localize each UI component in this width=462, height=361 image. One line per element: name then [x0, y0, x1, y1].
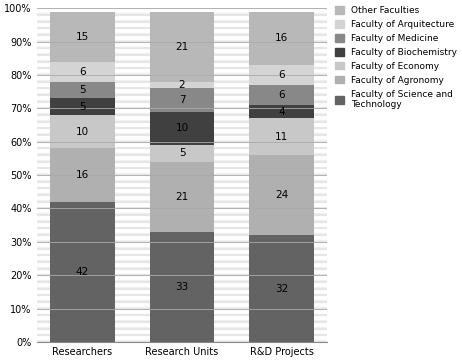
Bar — [36, 253, 328, 255]
Bar — [150, 232, 214, 342]
Bar — [36, 207, 328, 208]
Bar — [36, 280, 328, 282]
Bar — [50, 148, 115, 202]
Bar — [36, 140, 328, 142]
Bar — [150, 145, 214, 162]
Bar — [50, 62, 115, 82]
Bar — [50, 82, 115, 98]
Text: 15: 15 — [76, 31, 89, 42]
Bar — [50, 115, 115, 148]
Bar — [36, 240, 328, 242]
Bar — [36, 267, 328, 269]
Text: 6: 6 — [279, 90, 285, 100]
Bar — [36, 47, 328, 48]
Text: 6: 6 — [279, 70, 285, 80]
Bar — [36, 87, 328, 88]
Bar — [36, 26, 328, 28]
Bar — [36, 260, 328, 262]
Bar — [36, 40, 328, 42]
Bar — [36, 274, 328, 275]
Bar — [36, 153, 328, 155]
Bar — [36, 53, 328, 55]
Bar — [36, 66, 328, 68]
Text: 7: 7 — [179, 95, 185, 105]
Text: 10: 10 — [76, 127, 89, 137]
Bar — [249, 12, 314, 65]
Bar — [36, 234, 328, 235]
Bar — [36, 213, 328, 215]
Bar — [36, 106, 328, 108]
Bar — [36, 6, 328, 8]
Bar — [50, 202, 115, 342]
Bar — [36, 327, 328, 329]
Bar — [249, 155, 314, 235]
Bar — [50, 12, 115, 62]
Bar — [36, 287, 328, 288]
Text: 2: 2 — [179, 80, 185, 90]
Bar — [36, 320, 328, 322]
Text: 11: 11 — [275, 132, 288, 142]
Text: 5: 5 — [79, 102, 85, 112]
Bar — [150, 88, 214, 112]
Bar — [36, 173, 328, 175]
Text: 33: 33 — [176, 282, 188, 292]
Bar — [36, 220, 328, 222]
Bar — [36, 314, 328, 315]
Bar — [50, 98, 115, 115]
Bar — [36, 300, 328, 302]
Text: 4: 4 — [279, 106, 285, 117]
Text: 6: 6 — [79, 66, 85, 77]
Bar — [36, 13, 328, 15]
Bar — [249, 118, 314, 155]
Bar — [36, 147, 328, 148]
Bar — [36, 293, 328, 295]
Bar — [249, 85, 314, 105]
Bar — [36, 307, 328, 309]
Bar — [36, 247, 328, 248]
Bar — [150, 112, 214, 145]
Bar — [36, 334, 328, 335]
Bar — [36, 33, 328, 35]
Bar — [150, 82, 214, 88]
Text: 5: 5 — [79, 85, 85, 95]
Bar — [36, 60, 328, 62]
Bar — [36, 20, 328, 22]
Text: 16: 16 — [76, 170, 89, 180]
Bar — [150, 162, 214, 232]
Text: 5: 5 — [179, 148, 185, 158]
Text: 21: 21 — [176, 192, 188, 202]
Legend: Other Faculties, Faculty of Arquitecture, Faculty of Medicine, Faculty of Bioche: Other Faculties, Faculty of Arquitecture… — [335, 6, 457, 109]
Text: 16: 16 — [275, 33, 288, 43]
Text: 32: 32 — [275, 283, 288, 293]
Text: 21: 21 — [176, 42, 188, 52]
Bar — [36, 127, 328, 129]
Bar — [36, 200, 328, 202]
Bar — [36, 160, 328, 162]
Bar — [36, 133, 328, 135]
Bar — [36, 187, 328, 188]
Bar — [36, 100, 328, 102]
Bar — [36, 167, 328, 168]
Text: 10: 10 — [176, 123, 188, 133]
Text: 24: 24 — [275, 190, 288, 200]
Bar — [36, 120, 328, 122]
Bar — [36, 180, 328, 182]
Text: 42: 42 — [76, 267, 89, 277]
Bar — [36, 113, 328, 115]
Bar — [36, 340, 328, 342]
Bar — [36, 93, 328, 95]
Bar — [36, 193, 328, 195]
Bar — [249, 235, 314, 342]
Bar — [150, 12, 214, 82]
Bar — [249, 105, 314, 118]
Bar — [36, 73, 328, 75]
Bar — [249, 65, 314, 85]
Bar — [36, 227, 328, 229]
Bar — [36, 80, 328, 82]
